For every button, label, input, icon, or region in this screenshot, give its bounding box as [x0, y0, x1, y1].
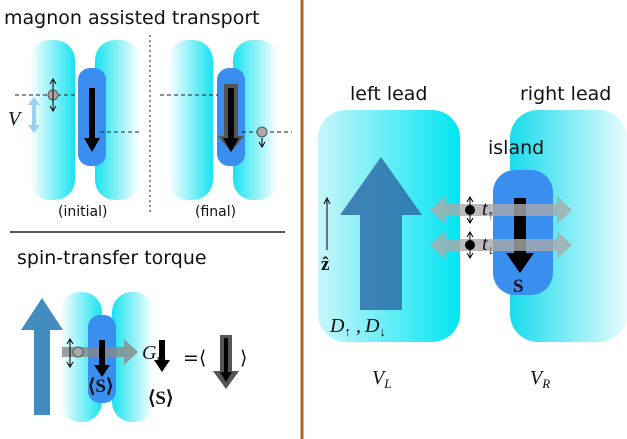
spin-average: ⟨S⟩ — [88, 376, 113, 397]
lead-label: right lead — [520, 83, 611, 105]
subscript: L — [383, 376, 391, 391]
lead-spin-arrow — [21, 298, 63, 415]
hopping: t↑ — [482, 198, 494, 222]
spin-average: ⟨S⟩ — [148, 388, 173, 409]
axis-label: ẑ — [321, 254, 330, 275]
lead — [168, 40, 213, 200]
label: (initial) — [58, 204, 107, 220]
subscript: ↓ — [379, 324, 386, 339]
voltage-label: V — [8, 108, 23, 130]
label: (final) — [195, 204, 236, 220]
electron — [73, 347, 83, 357]
equals: =⟨ — [183, 347, 206, 369]
symbol: D — [364, 315, 380, 337]
density: D↑ ,D↓ — [329, 315, 386, 339]
bracket: ⟩ — [240, 347, 247, 369]
lead — [30, 40, 75, 200]
subscript: R — [541, 376, 550, 391]
title: magnon assisted transport — [4, 7, 260, 29]
symbol: D — [329, 315, 345, 337]
lead-label: left lead — [350, 83, 427, 105]
voltage-label: VL — [372, 367, 391, 391]
separator: , — [351, 315, 361, 337]
title: spin-transfer torque — [17, 247, 207, 269]
voltage-label: VR — [530, 367, 550, 391]
subscript: ↑ — [488, 207, 495, 222]
electron — [257, 127, 267, 137]
island-spin: S — [513, 276, 524, 297]
hopping: t↓ — [482, 233, 494, 257]
subscript: ↓ — [488, 242, 495, 257]
diagram: magnon assisted transport V (initial) (f… — [0, 0, 627, 439]
island-label: island — [488, 137, 544, 159]
